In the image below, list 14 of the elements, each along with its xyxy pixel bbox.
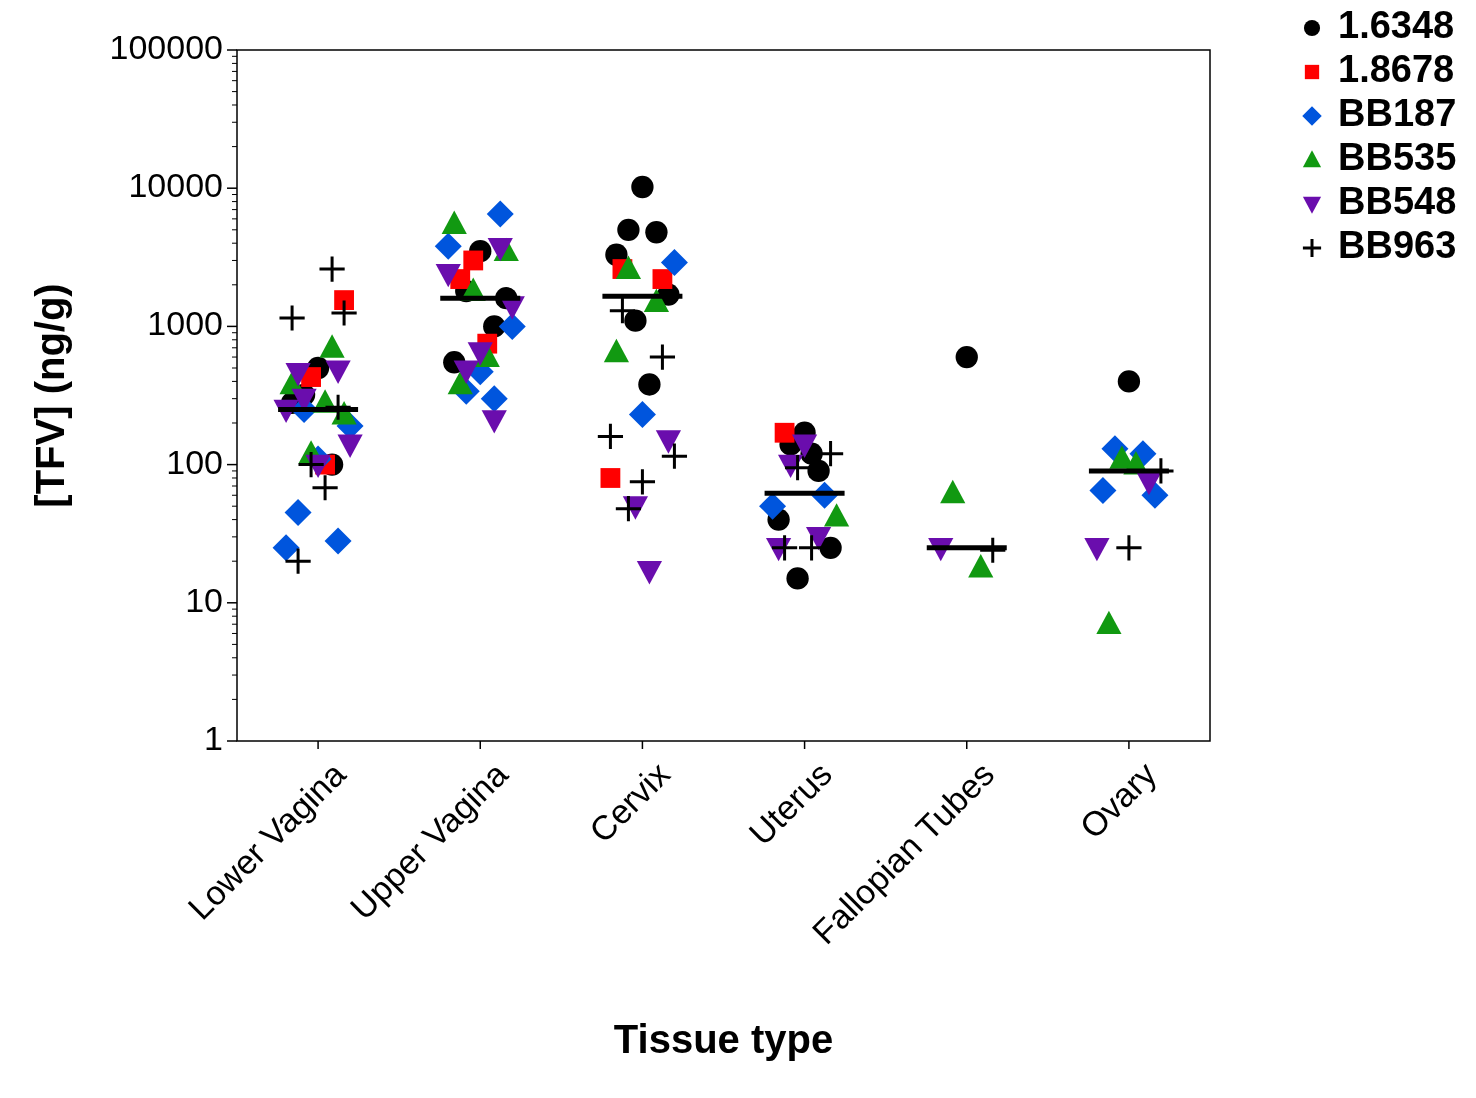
legend-label: BB548 (1338, 180, 1457, 223)
legend-label: 1.6348 (1338, 4, 1455, 47)
x-axis-title: Tissue type (613, 1017, 834, 1061)
y-tick-label: 1000 (147, 304, 223, 343)
legend-label: BB535 (1338, 136, 1457, 179)
legend-label: BB963 (1338, 224, 1457, 267)
legend-label: 1.8678 (1338, 48, 1455, 91)
y-tick-label: 100000 (109, 27, 223, 66)
y-tick-label: 100 (166, 442, 223, 481)
y-axis-title: [TFV] (ng/g) (28, 283, 72, 508)
legend-label: BB187 (1338, 92, 1457, 135)
y-tick-label: 10000 (128, 166, 223, 205)
y-tick-label: 1 (204, 718, 223, 757)
y-tick-label: 10 (185, 580, 223, 619)
